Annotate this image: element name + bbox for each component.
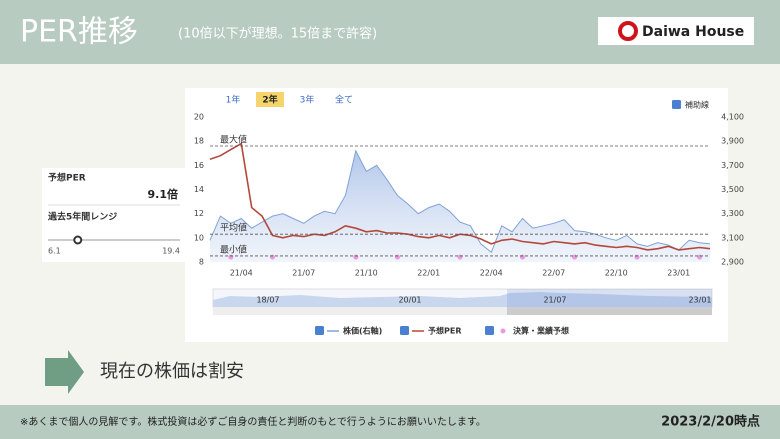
legend-label[interactable]: 決算・業績予想 [513,326,569,336]
y-tick-label: 12 [194,209,204,218]
y-tick-label: 8 [199,258,204,267]
tab[interactable]: 1年 [226,94,241,106]
legend-checkbox[interactable] [400,326,409,335]
x-tick-label: 21/07 [292,269,315,278]
y-tick-label: 16 [194,161,204,170]
title: PER推移 [20,15,138,50]
y2-tick-label: 3,300 [721,209,744,218]
x-tick-label: 22/10 [605,269,628,278]
event-marker [457,254,463,260]
navigator-area [213,292,712,307]
side-panel [42,168,185,262]
logo-box [598,17,754,45]
x-tick-label: 22/01 [417,269,440,278]
y2-tick-label: 2,900 [721,258,744,267]
per-value: 9.1倍 [148,187,179,201]
event-marker [353,254,359,260]
y2-tick-label: 3,900 [721,137,744,146]
reference-label: 最小値 [220,243,247,255]
arrow [45,350,84,394]
navigator-label: 23/01 [688,296,711,305]
subtitle: (10倍以下が理想。15倍まで許容) [178,26,377,42]
tab[interactable]: 3年 [300,94,315,106]
event-marker [634,254,640,260]
y2-tick-label: 3,500 [721,185,744,194]
range-marker [73,235,83,245]
per-label: 予想PER [48,172,86,184]
range-label: 過去5年間レンジ [47,211,117,223]
navigator-label: 18/07 [256,296,279,305]
price-line [209,149,711,254]
event-marker [270,254,275,260]
x-tick-label: 22/04 [480,269,503,278]
aux-toggle-label[interactable]: 補助線 [685,100,709,110]
legend-checkbox[interactable] [315,326,324,335]
logo-mark [618,21,638,41]
event-marker [572,254,578,260]
x-tick-label: 21/10 [355,269,378,278]
scrollbar[interactable] [213,307,712,315]
y-tick-label: 10 [194,233,204,242]
x-tick-label: 23/01 [667,269,690,278]
legend-checkbox[interactable] [485,326,494,335]
tab[interactable]: 2年 [262,94,277,106]
event-marker [520,254,525,260]
y-tick-label: 14 [194,185,204,194]
reference-label: 平均値 [220,222,247,234]
x-tick-label: 22/07 [542,269,565,278]
legend-label[interactable]: 株価(右軸) [343,326,382,336]
footer-bar [0,405,780,439]
y-tick-label: 20 [194,113,204,122]
x-tick-label: 21/04 [230,269,253,278]
y2-tick-label: 3,100 [721,233,744,242]
tab[interactable]: 全て [335,94,353,106]
navigator-label: 20/01 [398,296,421,305]
navigator-label: 21/07 [543,296,566,305]
footer-note: ※あくまで個人の見解です。株式投資は必ずご自身の責任と判断のもとで行うようにお願… [20,415,486,428]
navigator-window[interactable] [507,289,712,307]
logo-text: Daiwa House [642,24,744,40]
y2-tick-label: 3,700 [721,161,744,170]
y-tick-label: 18 [194,137,204,146]
tab-active[interactable] [256,92,284,107]
legend-swatch [500,328,506,334]
event-marker [697,254,703,260]
scrollbar-thumb[interactable] [507,307,712,315]
range-min: 6.1 [48,247,61,256]
legend-label[interactable]: 予想PER [428,326,462,336]
reference-label: 最大値 [220,134,247,146]
conclusion: 現在の株価は割安 [100,361,244,382]
range-max: 19.4 [162,247,180,256]
event-marker [395,254,400,260]
checkbox[interactable] [672,100,681,109]
footer-date: 2023/2/20時点 [661,414,760,430]
y2-tick-label: 4,100 [721,113,744,122]
